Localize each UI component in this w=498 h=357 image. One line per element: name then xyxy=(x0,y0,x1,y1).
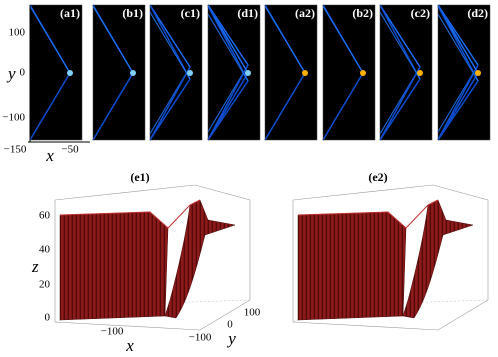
x-axis-label: x xyxy=(125,336,134,355)
y-tick-label: 100 xyxy=(244,307,261,319)
source xyxy=(187,70,193,76)
y-axis-label: y xyxy=(226,329,236,348)
wave-ray xyxy=(207,6,249,82)
wave-ray xyxy=(149,66,191,141)
z-axis-label: z xyxy=(31,257,39,276)
field-panel xyxy=(207,4,261,141)
wave-ray xyxy=(207,4,249,66)
wave-ray xyxy=(437,72,479,141)
wave-ray xyxy=(437,4,479,66)
wave-ray xyxy=(207,13,249,82)
source xyxy=(302,70,308,76)
x-tick-label: −100 xyxy=(101,326,124,338)
panel-label: (a2) xyxy=(295,6,315,20)
wave-ray xyxy=(437,64,479,141)
x-tick-label: −50 xyxy=(61,144,79,156)
y-axis-label: y xyxy=(6,64,16,83)
wave-ray xyxy=(149,11,191,80)
field-panel xyxy=(437,4,491,141)
wave-ray xyxy=(322,5,364,74)
wave-ray xyxy=(29,72,71,141)
panel-label: (c2) xyxy=(411,6,430,20)
source xyxy=(67,70,73,76)
wave-ray xyxy=(29,5,71,74)
wave-ray xyxy=(264,5,306,74)
y-tick-label: 0 xyxy=(20,67,26,79)
wave-ray xyxy=(379,11,421,80)
panel-border xyxy=(207,4,261,141)
wall xyxy=(59,199,236,321)
source xyxy=(360,70,366,76)
z-tick-label: 0 xyxy=(45,312,51,324)
panel-label: (b1) xyxy=(122,6,143,20)
panel-border xyxy=(322,4,376,141)
field-panel xyxy=(322,4,376,141)
field-panel xyxy=(29,4,83,141)
y-tick-label: −100 xyxy=(2,112,25,124)
panel-label: (d2) xyxy=(467,6,488,20)
y-tick-label: 100 xyxy=(9,27,26,39)
wave-ray xyxy=(379,66,421,141)
wave-ray xyxy=(207,80,249,141)
panel-label: (e1) xyxy=(130,170,149,184)
wave-ray xyxy=(149,4,191,68)
wave-ray xyxy=(379,4,421,68)
panel-label: (e2) xyxy=(368,170,387,184)
z-tick-label: 60 xyxy=(39,210,51,222)
y-tick-label: −100 xyxy=(189,332,212,344)
z-tick-label: 20 xyxy=(39,279,51,291)
panel-border xyxy=(92,4,146,141)
source xyxy=(245,70,251,76)
wave-ray xyxy=(207,64,249,141)
z-tick-label: 40 xyxy=(39,244,51,256)
field-panel xyxy=(149,4,203,141)
wave-ray xyxy=(437,64,479,133)
panel-label: (b2) xyxy=(352,6,373,20)
panel-background xyxy=(30,5,82,140)
wall-top xyxy=(59,199,201,229)
wave-ray xyxy=(437,13,479,82)
field-panel xyxy=(92,4,146,141)
panel-label: (d1) xyxy=(237,6,258,20)
panel-border xyxy=(379,4,433,141)
wave-ray xyxy=(379,4,421,80)
x-axis-label: x xyxy=(45,146,54,165)
panel-background xyxy=(265,5,317,140)
wall-top xyxy=(297,199,439,229)
wave-ray xyxy=(207,64,249,133)
source xyxy=(130,70,136,76)
surface-plot xyxy=(292,184,489,331)
field-panel xyxy=(379,4,433,141)
wave-ray xyxy=(379,78,421,141)
wave-ray xyxy=(149,4,191,80)
wave-ray xyxy=(322,72,364,141)
wave-ray xyxy=(437,6,479,82)
source xyxy=(475,70,481,76)
wave-ray xyxy=(207,72,249,141)
wall xyxy=(297,199,474,321)
wave-ray xyxy=(149,78,191,141)
panel-label: (a1) xyxy=(60,6,80,20)
panel-background xyxy=(93,5,145,140)
y-tick-label: 0 xyxy=(227,319,233,331)
source xyxy=(417,70,423,76)
wave-ray xyxy=(264,72,306,141)
surface-plot xyxy=(54,184,251,331)
field-panel xyxy=(264,4,318,141)
panel-border xyxy=(149,4,203,141)
panel-border xyxy=(437,4,491,141)
wave-ray xyxy=(437,80,479,141)
panel-label: (c1) xyxy=(181,6,200,20)
panel-border xyxy=(264,4,318,141)
wave-ray xyxy=(92,72,134,141)
panel-background xyxy=(323,5,375,140)
x-tick-label: −150 xyxy=(4,144,27,156)
wave-ray xyxy=(92,5,134,74)
